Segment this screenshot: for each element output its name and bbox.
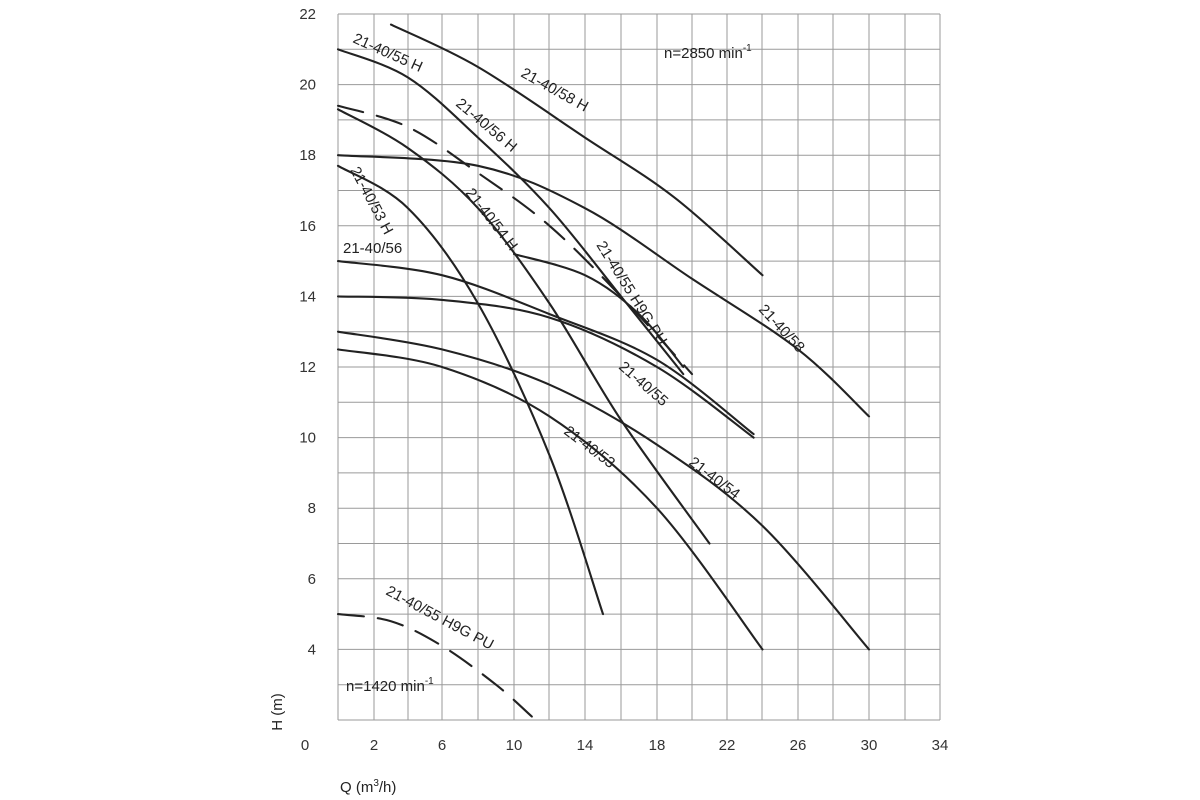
y-tick-label: 10	[299, 430, 316, 447]
curve-label: 21-40/58	[755, 301, 808, 356]
curves-layer	[336, 23, 871, 718]
y-tick-label: 12	[299, 359, 316, 376]
y-tick-label: 8	[308, 500, 316, 517]
speed-annotation-1420: n=1420 min-1	[346, 676, 434, 695]
curve-label: 21-40/53 H	[346, 164, 396, 238]
curve-8	[336, 295, 755, 439]
x-tick-label: 30	[861, 737, 878, 754]
curve-label: 21-40/55 H	[350, 30, 425, 76]
x-tick-label: 0	[301, 737, 309, 754]
speed-annotation-2850: n=2850 min-1	[664, 43, 752, 62]
curve-1	[336, 48, 685, 376]
x-tick-label: 18	[649, 737, 666, 754]
curve-10	[336, 348, 764, 651]
curve-5	[336, 154, 871, 418]
curve-4	[336, 164, 605, 616]
curve-labels: 21-40/58 H21-40/55 H21-40/56 H21-40/54 H…	[343, 30, 808, 653]
x-axis-label: Q (m3/h)	[340, 778, 396, 796]
grid	[337, 13, 941, 721]
y-tick-label: 22	[299, 6, 316, 23]
x-tick-label: 22	[719, 737, 736, 754]
curve-3	[336, 108, 711, 545]
curve-9	[336, 330, 871, 651]
curve-label: 21-40/58 H	[518, 65, 591, 116]
x-tick-label: 14	[577, 737, 594, 754]
curve-label: 21-40/53	[561, 423, 619, 472]
x-tick-label: 26	[790, 737, 807, 754]
curve-7	[512, 252, 685, 369]
y-tick-label: 6	[308, 571, 316, 588]
y-tick-label: 20	[299, 77, 316, 94]
y-tick-label: 4	[308, 641, 316, 658]
curve-label: 21-40/55 H9G PU	[383, 583, 496, 654]
y-tick-label: 18	[299, 147, 316, 164]
x-tick-label: 10	[506, 737, 523, 754]
curve-label: 21-40/56	[343, 240, 402, 257]
y-tick-label: 16	[299, 218, 316, 235]
curve-0	[389, 23, 764, 277]
curve-label: 21-40/54	[686, 454, 744, 503]
curve-6	[336, 260, 755, 436]
x-tick-label: 6	[438, 737, 446, 754]
x-tick-label: 2	[370, 737, 378, 754]
y-tick-label: 14	[299, 288, 316, 305]
y-axis-label: H (m)	[269, 693, 286, 731]
x-tick-label: 34	[932, 737, 949, 754]
curve-label: 21-40/54 H	[462, 185, 521, 254]
curve-11	[336, 613, 533, 718]
